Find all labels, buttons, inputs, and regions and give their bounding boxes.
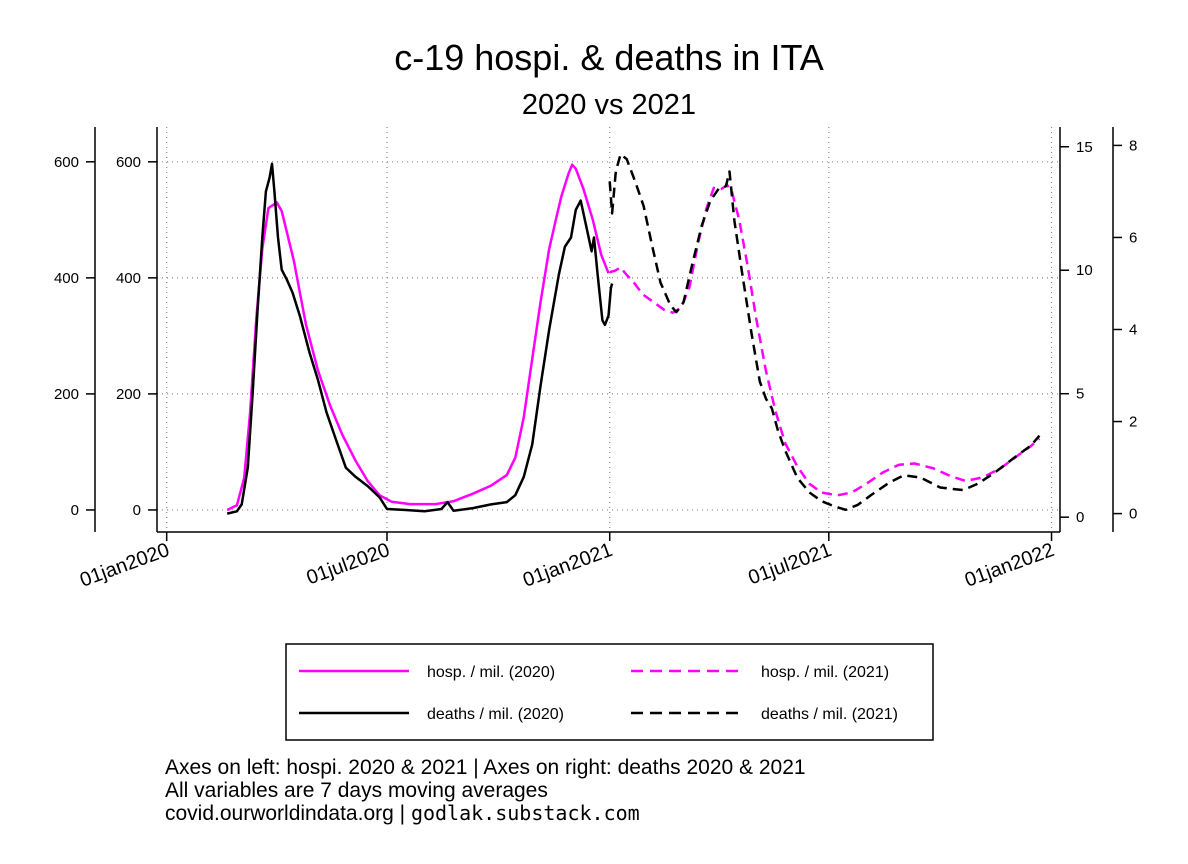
legend-label-deaths-2020: deaths / mil. (2020): [427, 706, 564, 723]
series-line-2: [226, 162, 614, 515]
y-tick-label-deaths_2020: 6: [1129, 229, 1137, 246]
y-tick-label-hosp_2021: 600: [116, 154, 141, 171]
x-tick-label: 01jan2020: [77, 539, 172, 592]
y-tick-label-hosp_2021: 0: [133, 502, 141, 519]
y-tick-label-deaths_2021: 0: [1076, 509, 1084, 526]
x-tick-label: 01jul2020: [304, 539, 393, 589]
series-line-3: [608, 152, 1041, 512]
y-tick-label-hosp_2020: 400: [54, 270, 79, 287]
y-tick-label-deaths_2021: 5: [1076, 386, 1084, 403]
legend-box: [285, 643, 934, 741]
legend-label-hosp-2020: hosp. / mil. (2020): [427, 664, 555, 681]
legend: hosp. / mil. (2020) hosp. / mil. (2021) …: [285, 643, 934, 741]
substack-handle: godlak.substack.com: [410, 801, 640, 825]
chart-title: c-19 hospi. & deaths in ITA: [394, 37, 824, 78]
x-tick-label: 01jan2021: [520, 539, 615, 592]
y-tick-label-deaths_2020: 8: [1129, 137, 1137, 154]
note-source: covid.ourworldindata.org | godlak.substa…: [165, 801, 806, 826]
y-tick-label-hosp_2020: 600: [54, 154, 79, 171]
y-tick-label-hosp_2020: 200: [54, 386, 79, 403]
y-tick-label-hosp_2021: 200: [116, 386, 141, 403]
x-tick-label: 01jan2022: [962, 539, 1057, 592]
note-axes: Axes on left: hospi. 2020 & 2021 | Axes …: [165, 756, 806, 779]
chart-notes: Axes on left: hospi. 2020 & 2021 | Axes …: [165, 756, 806, 825]
note-moving-average: All variables are 7 days moving averages: [165, 779, 548, 802]
y-tick-label-deaths_2020: 2: [1129, 414, 1137, 431]
source-text: covid.ourworldindata.org |: [165, 802, 406, 825]
plot-area: 0 200 400 600 0 200 400 600 0 5 10 15 0 2 4 6 8 01jan2020…: [54, 127, 1137, 592]
y-tick-label-deaths_2020: 0: [1129, 506, 1137, 523]
y-tick-label-hosp_2020: 0: [71, 502, 79, 519]
series-line-0: [226, 163, 610, 512]
y-tick-label-hosp_2021: 400: [116, 270, 141, 287]
series-line-1: [609, 183, 1041, 497]
legend-label-hosp-2021: hosp. / mil. (2021): [761, 664, 889, 681]
y-tick-label-deaths_2021: 10: [1076, 262, 1093, 279]
x-tick-label: 01jul2021: [745, 539, 834, 589]
y-tick-label-deaths_2021: 15: [1076, 139, 1093, 156]
chart-subtitle: 2020 vs 2021: [522, 89, 696, 121]
y-tick-label-deaths_2020: 4: [1129, 322, 1137, 339]
legend-label-deaths-2021: deaths / mil. (2021): [761, 706, 898, 723]
